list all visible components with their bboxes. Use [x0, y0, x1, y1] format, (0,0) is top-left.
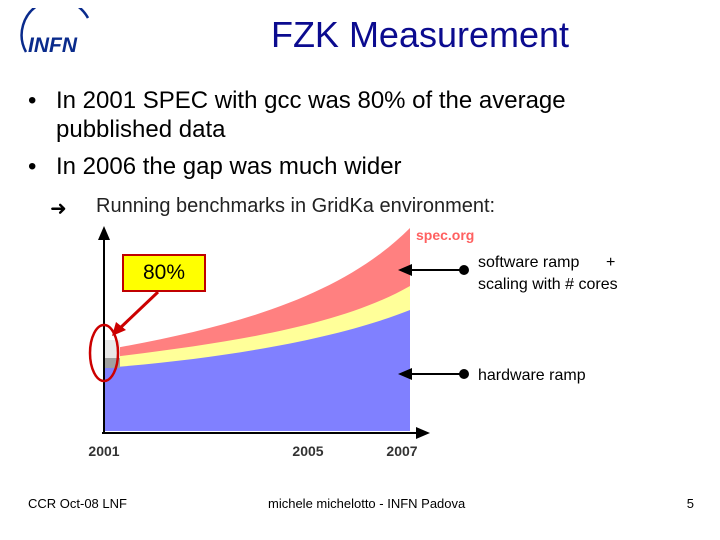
- bullet-list: In 2001 SPEC with gcc was 80% of the ave…: [26, 86, 706, 189]
- gridka-label: GridKa: [416, 313, 463, 329]
- logo-arc: [20, 8, 90, 53]
- highlight-ellipse: [88, 323, 120, 383]
- gap-sliver: [104, 340, 120, 358]
- software-ramp-dot: [459, 265, 469, 275]
- hardware-ramp-arrowhead: [398, 368, 412, 380]
- logo-text: INFN: [28, 34, 78, 57]
- bullet-text: In 2001 SPEC with gcc was 80% of the ave…: [56, 87, 566, 114]
- x-tick-label: 2007: [386, 443, 417, 459]
- gap-sliver: [104, 358, 120, 368]
- callout-arrowhead: [112, 322, 126, 336]
- y-axis-arrowhead: [98, 226, 110, 240]
- x-tick-label: 2005: [292, 443, 323, 459]
- footer-author: michele michelotto - INFN Padova: [268, 496, 466, 511]
- gridka-area: [104, 310, 410, 431]
- software-ramp-label: software ramp +: [478, 254, 615, 271]
- percent-callout: 80%: [122, 254, 206, 292]
- hardware-ramp-dot: [459, 369, 469, 379]
- software-ramp-arrowhead: [398, 264, 412, 276]
- hardware-ramp-label: hardware ramp: [478, 367, 586, 384]
- infn-logo: INFN: [20, 8, 90, 57]
- x-tick-label: 2001: [88, 443, 119, 459]
- bullet-item: In 2001 SPEC with gcc was 80% of the ave…: [26, 86, 706, 144]
- x-axis-arrowhead: [416, 427, 430, 439]
- scaling-cores-label: scaling with # cores: [478, 276, 618, 293]
- slide-title: FZK Measurement: [270, 14, 570, 55]
- spec-label: spec.org: [416, 227, 474, 243]
- benchmark-diagram: 2001 2005 2007 spec.org GridKa software …: [88, 226, 618, 459]
- bullet-text-cont: pubblished data: [56, 116, 226, 143]
- arrow-bullet-icon: ➜: [50, 198, 67, 220]
- sub-bullet-text: Running benchmarks in GridKa environment…: [96, 195, 496, 217]
- page-number: 5: [686, 496, 694, 511]
- footer-left: CCR Oct-08 LNF: [28, 496, 127, 511]
- callout-pointer: [116, 290, 160, 332]
- bullet-item: In 2006 the gap was much wider: [26, 152, 706, 181]
- bullet-text: In 2006 the gap was much wider: [56, 153, 402, 180]
